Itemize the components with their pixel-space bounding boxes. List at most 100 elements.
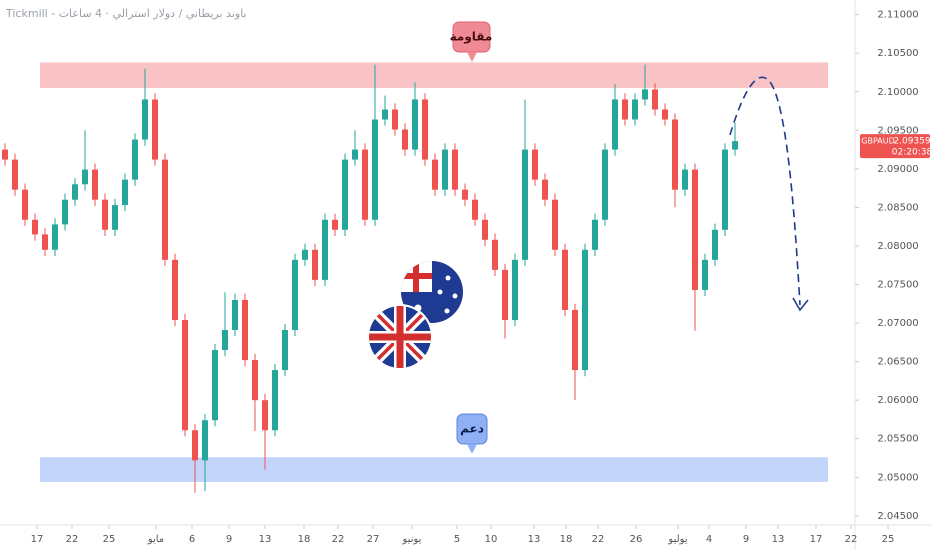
x-tick-label: 18: [560, 534, 573, 545]
y-tick-label: 2.10500: [877, 48, 918, 59]
candle-body: [222, 330, 228, 351]
candle-body: [712, 229, 718, 260]
candle-body: [132, 139, 138, 180]
candle-body: [32, 219, 38, 235]
candle-body: [72, 184, 78, 200]
y-tick-label: 2.04500: [877, 511, 918, 522]
y-tick-label: 2.06000: [877, 395, 918, 406]
x-tick-label: مايو: [147, 534, 164, 545]
x-tick-label: 25: [103, 534, 116, 545]
candle-body: [42, 234, 48, 250]
candle-body: [12, 159, 18, 190]
resistance-bubble: مقاومة: [450, 21, 493, 62]
uk-flag: [367, 304, 433, 370]
candle-body: [692, 169, 698, 290]
candle-body: [592, 219, 598, 250]
x-tick-label: يونيو: [402, 534, 422, 545]
x-tick-label: 9: [226, 534, 232, 545]
x-tick-label: 9: [743, 534, 749, 545]
x-tick-label: 22: [332, 534, 345, 545]
candle-body: [402, 129, 408, 150]
candle-body: [702, 259, 708, 290]
candle-body: [432, 159, 438, 190]
y-tick-label: 2.05000: [877, 472, 918, 483]
candle-body: [192, 430, 198, 461]
y-tick-label: 2.07000: [877, 318, 918, 329]
candle-body: [172, 259, 178, 320]
candle-body: [92, 169, 98, 200]
y-tick-label: 2.10000: [877, 87, 918, 98]
x-tick-label: 22: [845, 534, 858, 545]
candle-body: [562, 249, 568, 310]
y-tick-label: 2.11000: [877, 10, 918, 21]
candle-body: [502, 269, 508, 320]
candle-body: [152, 99, 158, 160]
candle-body: [272, 370, 278, 431]
x-tick-label: 13: [528, 534, 541, 545]
candle-body: [572, 309, 578, 371]
candle-body: [242, 299, 248, 361]
candle-body: [732, 141, 738, 150]
candle-body: [332, 219, 338, 230]
candle-body: [322, 219, 328, 280]
candle-body: [722, 149, 728, 230]
candle-body: [292, 259, 298, 331]
price-tag: [860, 134, 930, 159]
candle-body: [442, 149, 448, 190]
price-tag-price: 2.09359: [893, 137, 930, 147]
candle-body: [52, 224, 58, 250]
candle-body: [532, 149, 538, 180]
support-label: دعم: [460, 422, 484, 436]
y-tick-label: 2.08500: [877, 202, 918, 213]
candle-body: [232, 299, 238, 331]
candle-body: [312, 249, 318, 280]
resistance-zone: [40, 62, 828, 88]
candle-body: [2, 149, 8, 160]
candle-body: [412, 99, 418, 150]
projection-path: [729, 76, 801, 306]
x-tick-label: 22: [66, 534, 79, 545]
candle-body: [22, 189, 28, 220]
candle-body: [472, 199, 478, 220]
x-tick-label: 25: [882, 534, 895, 545]
candle-body: [282, 330, 288, 371]
candle-body: [662, 109, 668, 120]
candle-body: [672, 119, 678, 190]
candle-body: [362, 149, 368, 220]
candle-body: [252, 360, 258, 401]
x-tick-label: 13: [772, 534, 785, 545]
resistance-label: مقاومة: [450, 30, 493, 45]
x-tick-label: يوليو: [667, 534, 687, 545]
support-bubble: دعم: [456, 413, 488, 454]
candle-body: [492, 239, 498, 270]
candle-body: [122, 179, 128, 206]
candle-body: [392, 109, 398, 130]
candle-body: [512, 259, 518, 320]
candle-body: [682, 169, 688, 190]
x-tick-label: 5: [454, 534, 460, 545]
x-tick-label: 18: [298, 534, 311, 545]
candle-body: [112, 205, 118, 230]
candle-body: [422, 99, 428, 160]
candle-body: [182, 319, 188, 431]
y-tick-label: 2.08000: [877, 241, 918, 252]
candle-body: [352, 149, 358, 160]
candle-body: [632, 99, 638, 120]
x-tick-label: 13: [259, 534, 272, 545]
y-tick-label: 2.09000: [877, 164, 918, 175]
chart-title: Tickmill - باوند بريطاني / دولار استرالي…: [5, 7, 247, 20]
candle-body: [622, 99, 628, 120]
candle-body: [482, 219, 488, 240]
candle-body: [612, 99, 618, 150]
candle-body: [162, 159, 168, 260]
x-tick-label: 22: [592, 534, 605, 545]
y-tick-label: 2.06500: [877, 357, 918, 368]
candle-body: [302, 249, 308, 260]
candle-body: [202, 420, 208, 461]
x-tick-label: 6: [189, 534, 195, 545]
candle-body: [552, 199, 558, 250]
candle-body: [62, 199, 68, 225]
candle-body: [522, 149, 528, 260]
candle-body: [142, 99, 148, 140]
candle-body: [602, 149, 608, 220]
